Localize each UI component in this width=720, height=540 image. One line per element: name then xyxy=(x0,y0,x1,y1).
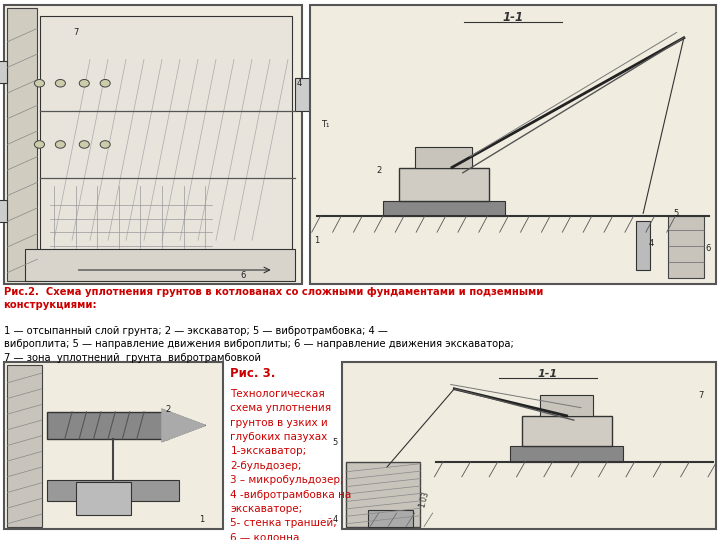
Bar xyxy=(346,462,420,526)
Circle shape xyxy=(100,141,110,148)
Text: 5: 5 xyxy=(673,209,678,218)
Circle shape xyxy=(79,79,89,87)
Bar xyxy=(40,16,292,251)
Bar xyxy=(0,200,7,222)
Bar xyxy=(342,362,716,529)
Bar xyxy=(541,395,593,416)
Bar xyxy=(0,61,7,83)
Circle shape xyxy=(79,141,89,148)
Bar xyxy=(667,216,704,278)
Text: 4: 4 xyxy=(296,79,302,88)
Text: 7: 7 xyxy=(698,391,704,400)
Circle shape xyxy=(35,141,45,148)
Text: 4: 4 xyxy=(332,515,338,524)
Bar xyxy=(4,362,223,529)
Text: 1 — отсыпанный слой грунта; 2 — экскаватор; 5 — вибротрамбовка; 4 —
виброплита; : 1 — отсыпанный слой грунта; 2 — экскават… xyxy=(4,326,513,362)
Text: 1.03: 1.03 xyxy=(418,490,431,509)
Text: 6: 6 xyxy=(240,271,246,280)
Bar xyxy=(510,446,623,462)
Bar xyxy=(383,201,505,216)
Circle shape xyxy=(55,141,66,148)
Text: 2: 2 xyxy=(166,404,171,414)
Text: Технологическая
схема уплотнения
грунтов в узких и
глубоких пазухах
1-экскаватор: Технологическая схема уплотнения грунтов… xyxy=(230,389,351,540)
Text: 1: 1 xyxy=(314,236,320,245)
Bar xyxy=(368,510,413,526)
Bar xyxy=(76,482,130,515)
Text: Рис.2.  Схема уплотнения грунтов в котлованах со сложными фундаментами и подземн: Рис.2. Схема уплотнения грунтов в котлов… xyxy=(4,287,543,310)
Bar xyxy=(295,78,313,111)
Bar xyxy=(47,412,168,439)
Circle shape xyxy=(35,79,45,87)
Text: T₁: T₁ xyxy=(321,120,330,130)
Text: 1-1: 1-1 xyxy=(538,369,558,379)
Bar xyxy=(25,249,295,281)
Text: 1: 1 xyxy=(199,515,204,524)
Bar xyxy=(47,480,179,501)
Circle shape xyxy=(100,79,110,87)
Text: 6: 6 xyxy=(706,244,711,253)
Bar xyxy=(372,470,385,518)
Bar xyxy=(7,8,37,281)
Bar xyxy=(415,147,472,168)
Bar xyxy=(4,5,302,284)
Text: 7: 7 xyxy=(73,28,78,37)
Polygon shape xyxy=(162,409,205,442)
Bar xyxy=(399,168,489,201)
Bar xyxy=(636,221,650,270)
Text: 2: 2 xyxy=(376,166,382,174)
Text: 4: 4 xyxy=(649,239,654,247)
Bar xyxy=(522,416,611,446)
Circle shape xyxy=(55,79,66,87)
Bar xyxy=(7,364,42,526)
Bar xyxy=(310,5,716,284)
Text: 1-1: 1-1 xyxy=(503,11,523,24)
Text: Рис. 3.: Рис. 3. xyxy=(230,367,276,380)
Text: 5: 5 xyxy=(332,437,338,447)
Bar xyxy=(313,72,326,117)
